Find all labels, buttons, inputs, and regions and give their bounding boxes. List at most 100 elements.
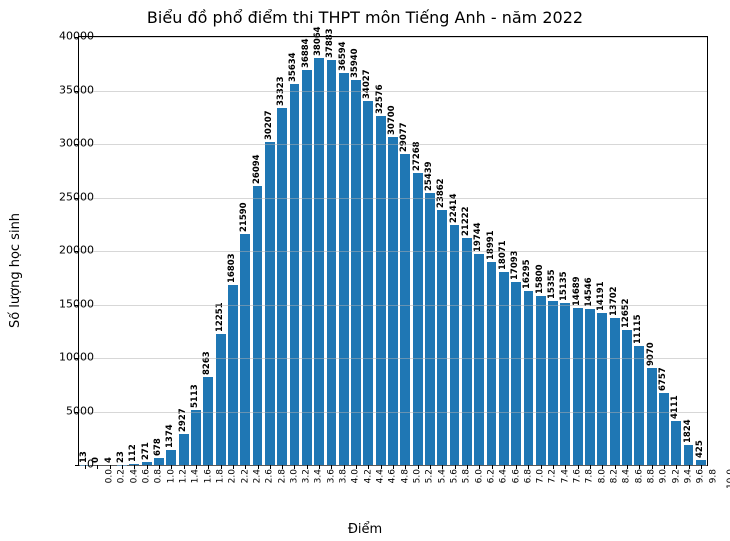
ytick-label: 5000 [24, 404, 94, 417]
xtick-mark [602, 465, 603, 469]
bar-value-label: 1374 [165, 425, 175, 449]
bar-value-label: 12251 [215, 302, 225, 332]
xtick-label: 5.4 [437, 469, 447, 483]
xtick-label: 3.4 [314, 469, 324, 483]
xtick-mark [689, 465, 690, 469]
bar-value-label: 15800 [535, 264, 545, 294]
plot-area: 1304231122716781374292751138263122511680… [78, 36, 708, 466]
bar: 26094 [253, 186, 263, 465]
bar: 35634 [290, 84, 300, 465]
xtick-mark [221, 465, 222, 469]
bar: 18071 [499, 272, 509, 465]
xtick-mark [418, 465, 419, 469]
xtick-mark [319, 465, 320, 469]
bar-value-label: 8263 [202, 351, 212, 375]
xtick-mark [541, 465, 542, 469]
bar-value-label: 18071 [498, 240, 508, 270]
ytick-label: 20000 [24, 244, 94, 257]
xtick-label: 7.0 [535, 469, 545, 483]
bar-value-label: 14191 [596, 282, 606, 312]
bar: 16295 [524, 291, 534, 465]
xtick-label: 9.0 [659, 469, 669, 483]
bar-value-label: 15355 [547, 269, 557, 299]
xtick-mark [245, 465, 246, 469]
x-axis-label: Điểm [0, 522, 730, 537]
xtick-mark [208, 465, 209, 469]
xtick-mark [368, 465, 369, 469]
bar-value-label: 14689 [572, 276, 582, 306]
xtick-mark [134, 465, 135, 469]
bar: 1824 [684, 445, 694, 465]
xtick-label: 3.0 [289, 469, 299, 483]
bar-value-label: 30207 [264, 110, 274, 140]
bar-value-label: 271 [141, 442, 151, 460]
xtick-mark [110, 465, 111, 469]
xtick-label: 8.2 [609, 469, 619, 483]
xtick-label: 7.6 [572, 469, 582, 483]
xtick-mark [331, 465, 332, 469]
bar: 25439 [425, 193, 435, 465]
bar: 1374 [166, 450, 176, 465]
xtick-label: 0.8 [154, 469, 164, 483]
xtick-label: 9.4 [683, 469, 693, 483]
xtick-mark [258, 465, 259, 469]
bar: 22414 [450, 225, 460, 465]
bar: 5113 [191, 410, 201, 465]
bar: 37883 [327, 60, 337, 465]
xtick-mark [676, 465, 677, 469]
ytick-label: 40000 [24, 30, 94, 43]
bar-value-label: 14546 [584, 278, 594, 308]
xtick-label: 4.0 [351, 469, 361, 483]
grid-line [79, 251, 707, 252]
grid-line [79, 198, 707, 199]
grid-line [79, 144, 707, 145]
xtick-label: 10.0 [726, 469, 730, 489]
xtick-label: 4.4 [375, 469, 385, 483]
bar: 15355 [548, 301, 558, 465]
xtick-label: 5.6 [449, 469, 459, 483]
bar-value-label: 26094 [252, 154, 262, 184]
xtick-label: 0.0 [104, 469, 114, 483]
xtick-mark [97, 465, 98, 469]
bar-value-label: 17093 [510, 251, 520, 281]
bar: 27268 [413, 173, 423, 465]
bar: 8263 [203, 377, 213, 465]
xtick-label: 1.2 [178, 469, 188, 483]
bar-value-label: 34027 [362, 69, 372, 99]
xtick-label: 5.0 [412, 469, 422, 483]
xtick-mark [294, 465, 295, 469]
xtick-mark [492, 465, 493, 469]
xtick-mark [528, 465, 529, 469]
bar-value-label: 19744 [473, 222, 483, 252]
xtick-label: 5.2 [425, 469, 435, 483]
xtick-label: 8.6 [634, 469, 644, 483]
xtick-mark [442, 465, 443, 469]
bar: 4111 [671, 421, 681, 465]
grid-line [79, 358, 707, 359]
grid-line [79, 412, 707, 413]
xtick-label: 6.8 [523, 469, 533, 483]
xtick-label: 4.6 [388, 469, 398, 483]
xtick-label: 1.8 [215, 469, 225, 483]
xtick-mark [652, 465, 653, 469]
xtick-label: 6.2 [486, 469, 496, 483]
bar-value-label: 23862 [436, 178, 446, 208]
bar: 15135 [560, 303, 570, 465]
bar: 12652 [622, 330, 632, 465]
bar: 38064 [314, 58, 324, 465]
xtick-label: 9.2 [671, 469, 681, 483]
xtick-mark [479, 465, 480, 469]
ytick-label: 30000 [24, 137, 94, 150]
xtick-label: 8.8 [646, 469, 656, 483]
bar: 11115 [634, 346, 644, 465]
xtick-mark [122, 465, 123, 469]
bar-value-label: 4111 [670, 395, 680, 419]
bar: 30207 [265, 142, 275, 465]
bar-value-label: 36884 [301, 39, 311, 69]
xtick-mark [196, 465, 197, 469]
xtick-mark [701, 465, 702, 469]
grid-line [79, 91, 707, 92]
bar-value-label: 18991 [486, 230, 496, 260]
bar: 36884 [302, 70, 312, 465]
xtick-mark [615, 465, 616, 469]
